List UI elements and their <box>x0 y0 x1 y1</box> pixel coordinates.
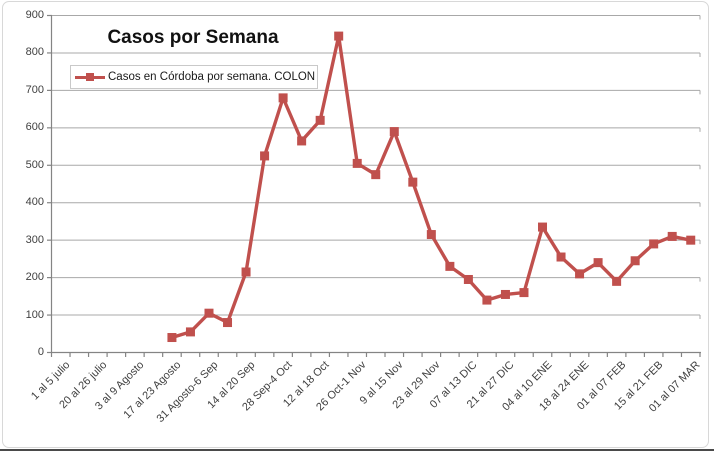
data-point-marker <box>593 258 603 268</box>
y-axis-label: 700 <box>25 83 44 96</box>
y-axis-label: 200 <box>25 271 44 284</box>
data-point-marker <box>241 267 251 277</box>
data-point-marker <box>223 318 233 328</box>
data-point-marker <box>260 151 270 161</box>
data-point-marker <box>334 31 344 41</box>
data-point-marker <box>185 327 195 337</box>
chart-title: Casos por Semana <box>107 27 279 48</box>
y-axis-label: 900 <box>25 9 44 21</box>
data-point-marker <box>445 261 455 271</box>
data-point-marker <box>389 127 399 137</box>
data-point-marker <box>352 158 362 168</box>
data-point-marker <box>667 231 677 241</box>
legend[interactable]: Casos en Córdoba por semana. COLON <box>70 65 318 89</box>
y-axis-label: 800 <box>25 46 44 59</box>
data-point-marker <box>500 289 510 299</box>
data-point-marker <box>519 288 529 298</box>
data-point-marker <box>167 333 177 343</box>
data-point-marker <box>649 239 659 249</box>
data-point-marker <box>538 222 548 232</box>
data-point-marker <box>297 136 307 146</box>
legend-line-marker-icon <box>75 71 105 83</box>
y-axis-label: 600 <box>25 121 44 134</box>
chart-frame[interactable] <box>2 1 709 448</box>
data-point-marker <box>463 274 473 284</box>
y-axis-label: 0 <box>37 346 44 358</box>
data-point-marker <box>408 177 418 187</box>
data-point-marker <box>371 170 381 180</box>
data-point-marker <box>204 308 214 318</box>
y-axis-label: 400 <box>25 196 44 209</box>
window-bottom-edge <box>0 449 714 451</box>
data-point-marker <box>686 235 696 245</box>
legend-series-label: Casos en Córdoba por semana. COLON <box>108 71 316 83</box>
data-point-marker <box>482 295 492 305</box>
data-point-marker <box>426 230 436 240</box>
y-axis-label: 300 <box>25 233 44 246</box>
data-point-marker <box>612 276 622 286</box>
y-axis-label: 100 <box>25 308 44 321</box>
data-point-marker <box>278 93 288 103</box>
data-point-marker <box>315 115 325 125</box>
y-axis-label: 500 <box>25 158 44 171</box>
data-point-marker <box>630 256 640 266</box>
data-point-marker <box>556 252 566 262</box>
data-point-marker <box>575 269 585 279</box>
